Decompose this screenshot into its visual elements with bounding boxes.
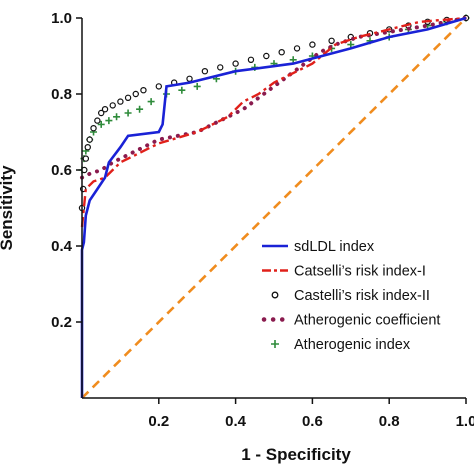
series-point — [278, 49, 285, 56]
x-tick-label: 0.2 — [148, 413, 169, 430]
series-point — [293, 45, 301, 52]
legend-label: Castelli’s risk index-II — [294, 288, 430, 304]
y-tick-label: 0.4 — [51, 238, 73, 255]
series-point — [86, 136, 93, 143]
series-point — [109, 102, 116, 109]
series-point — [247, 56, 255, 64]
series-point — [155, 83, 162, 90]
series-point — [97, 120, 105, 128]
legend-swatch — [271, 291, 279, 299]
series-point — [94, 117, 101, 124]
x-tick-label: 1.0 — [456, 413, 474, 430]
y-tick-label: 0.8 — [51, 86, 72, 103]
series-point — [124, 94, 132, 102]
reference-diagonal-line — [81, 17, 467, 399]
series-point — [105, 117, 113, 125]
series-point — [289, 56, 297, 64]
y-tick-label: 0.2 — [51, 314, 72, 331]
series-point — [101, 105, 109, 113]
series-point — [347, 41, 355, 49]
y-axis-title: Sensitivity — [0, 165, 16, 251]
legend-item: Castelli’s risk index-II — [271, 288, 430, 304]
legend-label: sdLDL index — [294, 239, 375, 255]
legend-label: Catselli’s risk index-I — [294, 264, 426, 280]
series-0 — [80, 16, 467, 398]
legend: sdLDL index Catselli’s risk index-I Castel… — [261, 239, 440, 353]
series-point — [113, 113, 121, 121]
series-line — [80, 16, 468, 180]
legend-item: Catselli’s risk index-I — [262, 264, 426, 280]
x-tick-label: 0.6 — [302, 413, 323, 430]
series-point — [263, 52, 270, 60]
series-point — [90, 124, 97, 132]
axes — [81, 18, 466, 399]
series-point — [136, 105, 144, 113]
legend-item: sdLDL index — [262, 239, 375, 255]
series-line — [80, 16, 467, 228]
series-point — [232, 60, 239, 67]
y-tick-label: 1.0 — [51, 10, 72, 27]
legend-swatch — [271, 340, 279, 348]
series-point — [97, 109, 105, 117]
x-tick-label: 0.4 — [225, 413, 247, 430]
series-1 — [80, 16, 467, 228]
legend-item: Atherogenic coefficient — [261, 313, 440, 329]
series-point — [82, 155, 90, 162]
series-line — [80, 16, 467, 398]
legend-item: Atherogenic index — [271, 337, 411, 353]
series-point — [328, 37, 335, 45]
legend-label: Atherogenic coefficient — [294, 313, 440, 329]
series-point — [132, 90, 139, 98]
y-tick-label: 0.6 — [51, 162, 72, 179]
series-point — [84, 143, 91, 151]
series-point — [193, 82, 201, 90]
legend-label: Atherogenic index — [294, 337, 411, 353]
series-point — [309, 41, 316, 48]
series-point — [178, 86, 186, 94]
x-tick-label: 0.8 — [379, 413, 400, 430]
series-point — [117, 98, 124, 105]
series-point — [140, 86, 147, 94]
series-point — [201, 67, 209, 75]
plot-area — [78, 14, 470, 399]
series-point — [186, 75, 193, 83]
series-point — [217, 64, 224, 71]
series-point — [124, 109, 132, 117]
tick-labels: 0.2 0.4 0.6 0.8 1.0 0.2 0.4 0.6 0.8 1.0 — [51, 10, 474, 430]
series-point — [147, 98, 155, 106]
series-2 — [78, 14, 470, 212]
x-axis-title: 1 - Specificity — [241, 445, 351, 464]
series-3 — [80, 16, 468, 180]
